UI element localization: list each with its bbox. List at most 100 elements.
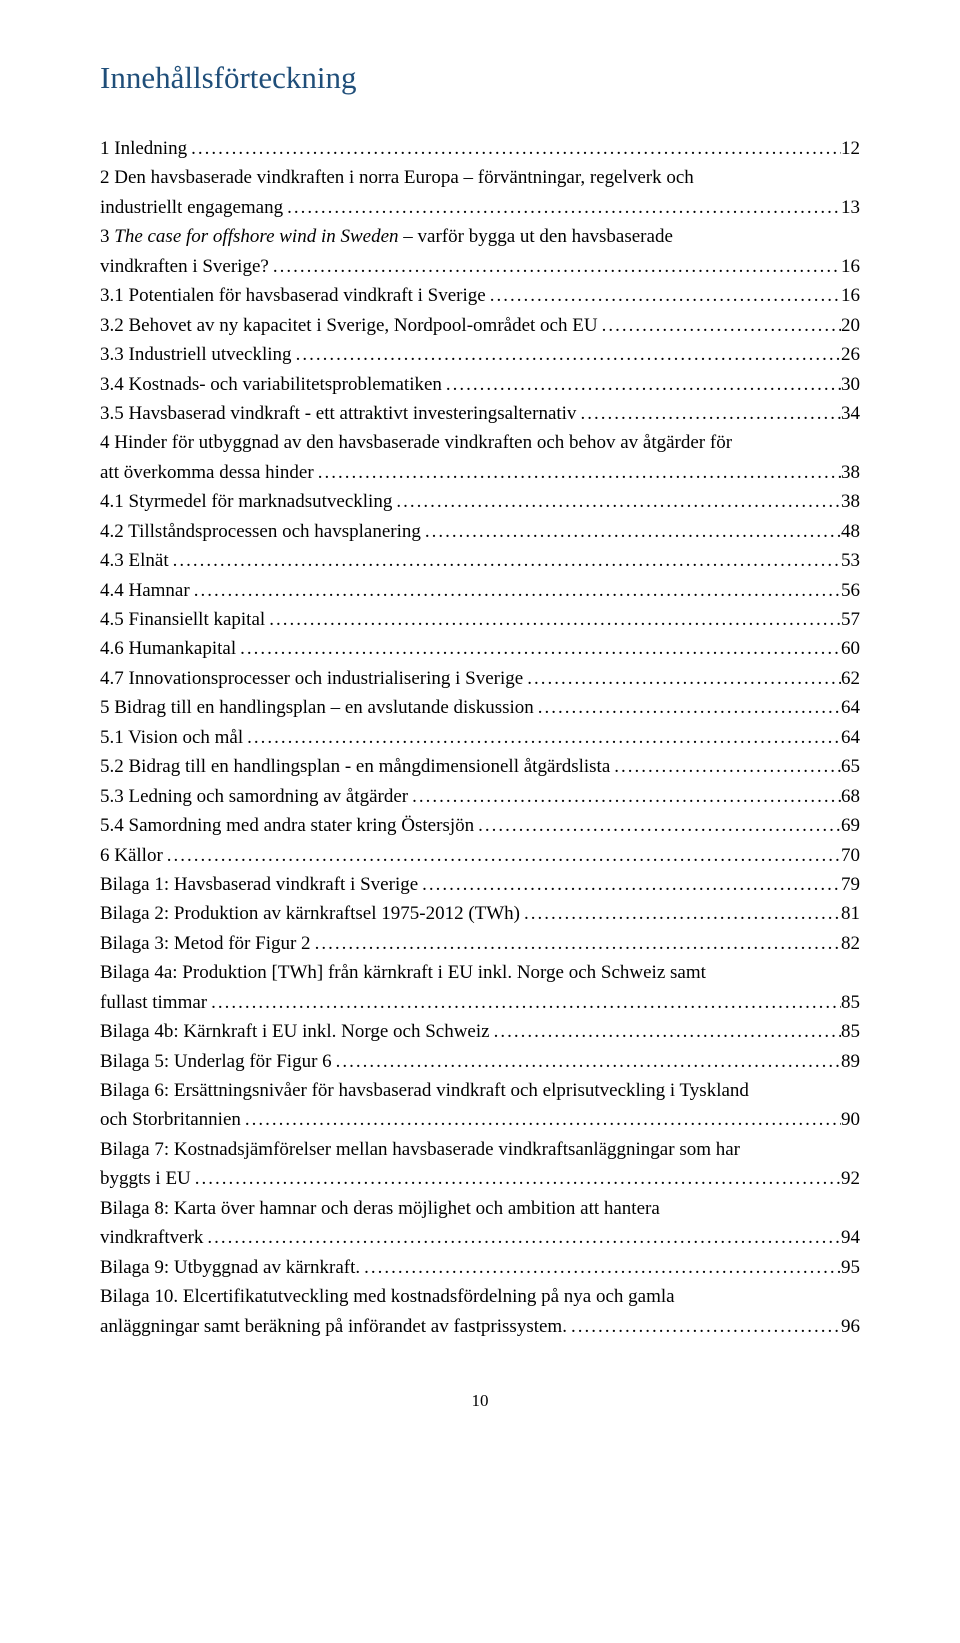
toc-entry-text: 3.1 Potentialen för havsbaserad vindkraf… — [100, 281, 486, 310]
toc-entry-page: 94 — [841, 1223, 860, 1252]
toc-entry-page: 53 — [841, 546, 860, 575]
toc-entry-text: 1 Inledning — [100, 134, 187, 163]
toc-entry-line1: 4 Hinder för utbyggnad av den havsbasera… — [100, 428, 860, 457]
toc-leader — [610, 752, 841, 781]
toc-entry: 3.3 Industriell utveckling 26 — [100, 340, 860, 369]
toc-entry: Bilaga 4a: Produktion [TWh] från kärnkra… — [100, 958, 860, 1017]
document-page: Innehållsförteckning 1 Inledning 122 Den… — [0, 0, 960, 1643]
toc-entry-text: 3.3 Industriell utveckling — [100, 340, 292, 369]
toc-entry-page: 79 — [841, 870, 860, 899]
toc-leader — [190, 576, 841, 605]
toc-leader — [269, 252, 841, 281]
toc-entry: 3.4 Kostnads- och variabilitetsproblemat… — [100, 370, 860, 399]
toc-leader — [567, 1312, 841, 1341]
toc-entry-text: 3.2 Behovet av ny kapacitet i Sverige, N… — [100, 311, 598, 340]
toc-entry-text: 4.5 Finansiellt kapital — [100, 605, 265, 634]
toc-entry-page: 60 — [841, 634, 860, 663]
toc-entry-page: 85 — [841, 988, 860, 1017]
toc-entry: Bilaga 7: Kostnadsjämförelser mellan hav… — [100, 1135, 860, 1194]
toc-leader — [163, 841, 841, 870]
toc-entry-line2: vindkraften i Sverige? 16 — [100, 252, 860, 281]
toc-entry-page: 38 — [841, 458, 860, 487]
toc-entry-text: och Storbritannien — [100, 1105, 241, 1134]
toc-entry-text: byggts i EU — [100, 1164, 191, 1193]
toc-entry: 4.3 Elnät 53 — [100, 546, 860, 575]
toc-entry: 3.1 Potentialen för havsbaserad vindkraf… — [100, 281, 860, 310]
toc-entry-line1: Bilaga 8: Karta över hamnar och deras mö… — [100, 1194, 860, 1223]
toc-leader — [576, 399, 841, 428]
toc-title: Innehållsförteckning — [100, 60, 860, 96]
toc-leader — [265, 605, 841, 634]
toc-entry-line2: och Storbritannien 90 — [100, 1105, 860, 1134]
toc-leader — [292, 340, 841, 369]
toc-entry-page: 57 — [841, 605, 860, 634]
toc-entry-page: 68 — [841, 782, 860, 811]
toc-entry: 4.4 Hamnar 56 — [100, 576, 860, 605]
toc-leader — [243, 723, 841, 752]
toc-entry: Bilaga 10. Elcertifikatutveckling med ko… — [100, 1282, 860, 1341]
toc-entry-text: 4.6 Humankapital — [100, 634, 236, 663]
toc-entry-text: 5.3 Ledning och samordning av åtgärder — [100, 782, 408, 811]
toc-entry: 4.1 Styrmedel för marknadsutveckling 38 — [100, 487, 860, 516]
toc-entry-page: 70 — [841, 841, 860, 870]
toc-entry-page: 48 — [841, 517, 860, 546]
toc-leader — [490, 1017, 841, 1046]
toc-leader — [236, 634, 841, 663]
toc-entry-line2: anläggningar samt beräkning på införande… — [100, 1312, 860, 1341]
toc-entry: 4.7 Innovationsprocesser och industriali… — [100, 664, 860, 693]
toc-entry: Bilaga 4b: Kärnkraft i EU inkl. Norge oc… — [100, 1017, 860, 1046]
toc-entry-page: 38 — [841, 487, 860, 516]
toc-entry: 6 Källor 70 — [100, 841, 860, 870]
toc-entry: Bilaga 8: Karta över hamnar och deras mö… — [100, 1194, 860, 1253]
toc-entry-text: anläggningar samt beräkning på införande… — [100, 1312, 567, 1341]
toc-entry-page: 12 — [841, 134, 860, 163]
toc-entry-text: 4.2 Tillståndsprocessen och havsplanerin… — [100, 517, 421, 546]
toc-entry: 5.1 Vision och mål 64 — [100, 723, 860, 752]
toc-leader — [520, 899, 841, 928]
toc-entry-text: 4.4 Hamnar — [100, 576, 190, 605]
toc-leader — [241, 1105, 841, 1134]
toc-entry-text: att överkomma dessa hinder — [100, 458, 314, 487]
toc-entry: 2 Den havsbaserade vindkraften i norra E… — [100, 163, 860, 222]
toc-entry-line2: fullast timmar 85 — [100, 988, 860, 1017]
toc-leader — [418, 870, 841, 899]
toc-entry-page: 90 — [841, 1105, 860, 1134]
toc-entry: Bilaga 2: Produktion av kärnkraftsel 197… — [100, 899, 860, 928]
toc-entry-page: 26 — [841, 340, 860, 369]
toc-leader — [534, 693, 841, 722]
toc-entry-page: 30 — [841, 370, 860, 399]
toc-leader — [207, 988, 841, 1017]
toc-entry: Bilaga 3: Metod för Figur 2 82 — [100, 929, 860, 958]
toc-entry-page: 69 — [841, 811, 860, 840]
toc-entry-line1: 3 The case for offshore wind in Sweden –… — [100, 222, 860, 251]
toc-leader — [392, 487, 841, 516]
toc-entry: Bilaga 1: Havsbaserad vindkraft i Sverig… — [100, 870, 860, 899]
toc-entry: 5.2 Bidrag till en handlingsplan - en må… — [100, 752, 860, 781]
toc-leader — [314, 458, 841, 487]
toc-leader — [191, 1164, 841, 1193]
toc-leader — [187, 134, 841, 163]
toc-entry-line1: Bilaga 7: Kostnadsjämförelser mellan hav… — [100, 1135, 860, 1164]
toc-entry-page: 20 — [841, 311, 860, 340]
toc-entry: Bilaga 9: Utbyggnad av kärnkraft. 95 — [100, 1253, 860, 1282]
toc-entry-text: industriellt engagemang — [100, 193, 283, 222]
toc-entry-page: 34 — [841, 399, 860, 428]
toc-leader — [486, 281, 841, 310]
toc-entry-line2: byggts i EU 92 — [100, 1164, 860, 1193]
toc-entry-page: 13 — [841, 193, 860, 222]
toc-entry: 4.2 Tillståndsprocessen och havsplanerin… — [100, 517, 860, 546]
toc-entry-text: 4.3 Elnät — [100, 546, 169, 575]
toc-entry-page: 85 — [841, 1017, 860, 1046]
toc-entry: 3 The case for offshore wind in Sweden –… — [100, 222, 860, 281]
toc-list: 1 Inledning 122 Den havsbaserade vindkra… — [100, 134, 860, 1341]
toc-entry: 1 Inledning 12 — [100, 134, 860, 163]
toc-entry-text: 4.1 Styrmedel för marknadsutveckling — [100, 487, 392, 516]
toc-entry-line1: Bilaga 6: Ersättningsnivåer för havsbase… — [100, 1076, 860, 1105]
toc-entry-text: 3.4 Kostnads- och variabilitetsproblemat… — [100, 370, 442, 399]
toc-entry-page: 65 — [841, 752, 860, 781]
toc-entry-line1: Bilaga 10. Elcertifikatutveckling med ko… — [100, 1282, 860, 1311]
toc-leader — [332, 1047, 841, 1076]
page-number: 10 — [100, 1391, 860, 1411]
toc-entry-page: 64 — [841, 723, 860, 752]
toc-entry-text: fullast timmar — [100, 988, 207, 1017]
